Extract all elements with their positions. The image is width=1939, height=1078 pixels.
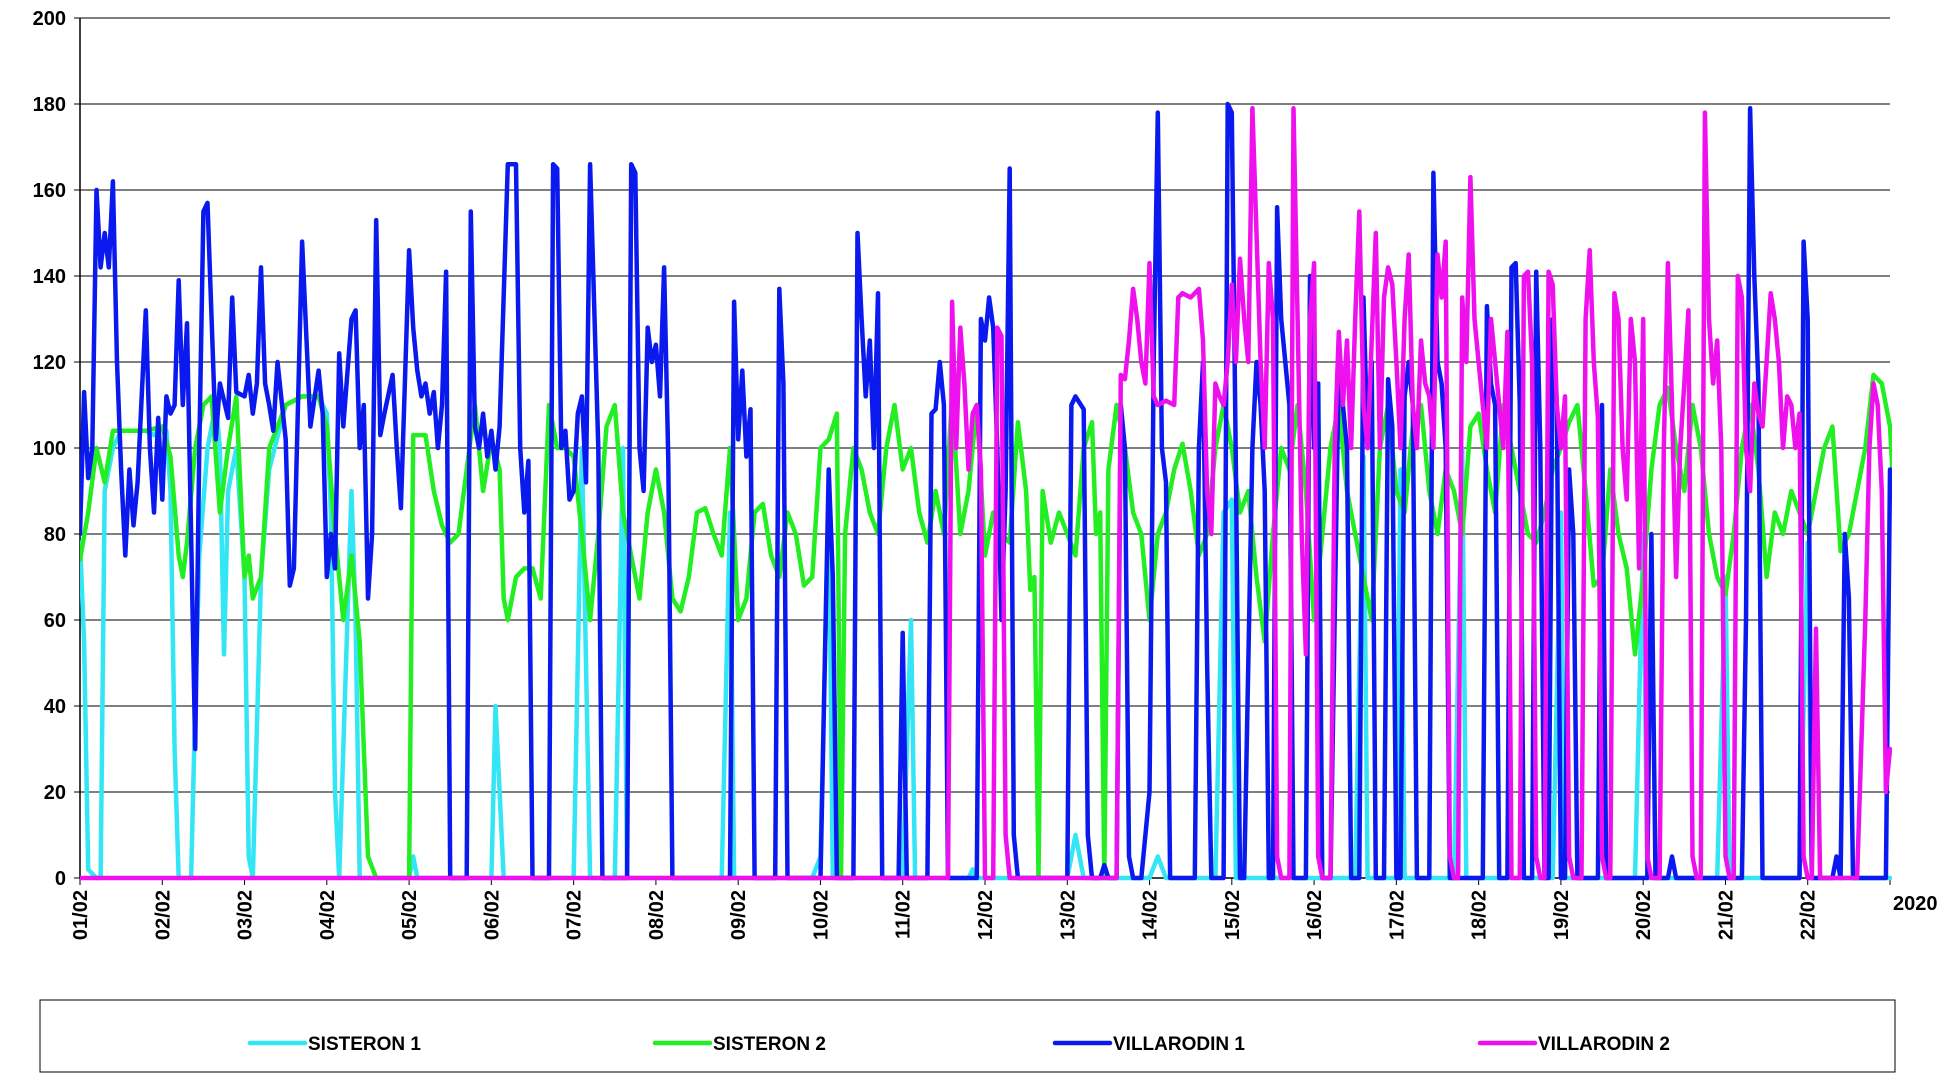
y-tick-label: 100 <box>33 438 66 460</box>
x-tick-label: 10/02 <box>810 890 832 940</box>
y-tick-label: 20 <box>44 782 66 804</box>
x-tick-label: 11/02 <box>893 890 915 939</box>
x-tick-label: 04/02 <box>317 890 339 940</box>
x-tick-label: 05/02 <box>399 890 421 940</box>
x-tick-label: 03/02 <box>235 890 257 940</box>
x-tick-label: 22/02 <box>1798 890 1820 940</box>
x-tick-label: 12/02 <box>975 890 997 940</box>
x-tick-label: 20/02 <box>1633 890 1655 940</box>
legend-label: SISTERON 2 <box>713 1034 826 1055</box>
y-tick-label: 140 <box>33 266 66 288</box>
legend-label: VILLARODIN 2 <box>1538 1034 1670 1055</box>
x-axis-end-label: 2020 <box>1893 893 1938 915</box>
x-tick-label: 14/02 <box>1140 890 1162 940</box>
legend-label: VILLARODIN 1 <box>1113 1034 1245 1055</box>
legend: SISTERON 1 SISTERON 2 VILLARODIN 1 VILLAROD… <box>39 999 1896 1073</box>
y-tick-label: 200 <box>33 8 66 30</box>
series-lines <box>80 101 1892 881</box>
legend-label: SISTERON 1 <box>308 1034 421 1055</box>
y-tick-label: 180 <box>33 94 66 116</box>
tick-labels: 0 20 40 60 80 100 120 140 160 180 200 01/02 02/02 03/… <box>33 8 1938 940</box>
legend-box <box>39 999 1896 1073</box>
x-tick-label: 21/02 <box>1715 890 1737 940</box>
x-tick-label: 08/02 <box>646 890 668 940</box>
x-tick-label: 15/02 <box>1222 890 1244 940</box>
x-tick-label: 06/02 <box>481 890 503 940</box>
x-tick-label: 19/02 <box>1551 890 1573 940</box>
y-tick-label: 160 <box>33 180 66 202</box>
x-tick-label: 09/02 <box>728 890 750 940</box>
x-tick-label: 17/02 <box>1386 890 1408 940</box>
y-tick-label: 120 <box>33 352 66 374</box>
x-tick-label: 16/02 <box>1304 890 1326 940</box>
x-tick-label: 18/02 <box>1469 890 1491 940</box>
x-tick-label: 07/02 <box>564 890 586 940</box>
y-tick-label: 80 <box>44 524 66 546</box>
series-line-villarodin-2 <box>80 106 1892 881</box>
series-line-villarodin-1 <box>80 101 1892 881</box>
y-tick-label: 40 <box>44 696 66 718</box>
x-tick-label: 13/02 <box>1057 890 1079 940</box>
y-tick-label: 60 <box>44 610 66 632</box>
x-tick-label: 01/02 <box>70 890 92 940</box>
y-tick-label: 0 <box>55 868 66 890</box>
x-tick-label: 02/02 <box>152 890 174 940</box>
